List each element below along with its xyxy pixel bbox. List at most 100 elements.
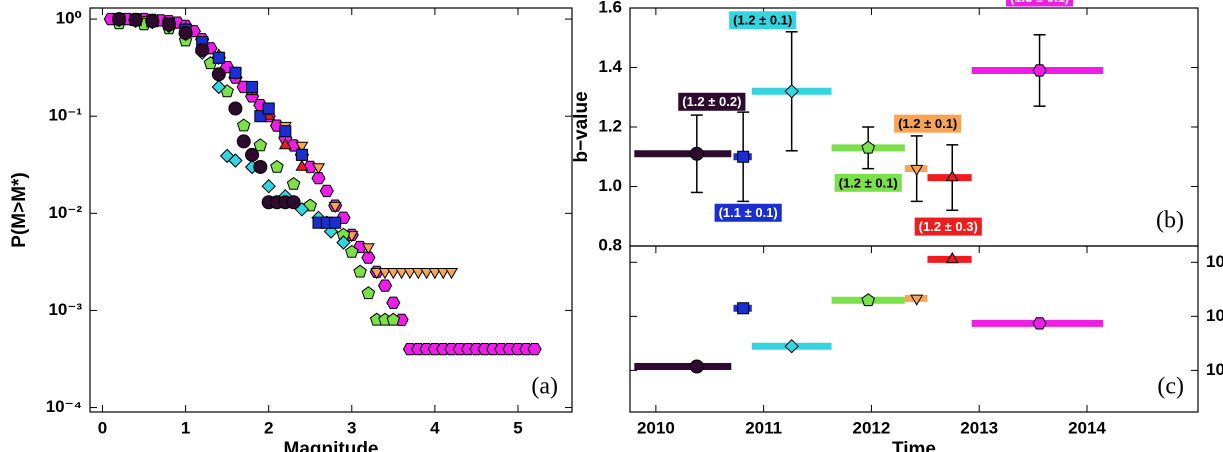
y-tick-label: 10⁻¹ [1206,360,1223,379]
marker [737,302,750,315]
x-tick-label: 4 [430,418,440,437]
marker [386,268,400,280]
y-tick-label: 1.0 [598,176,622,195]
annotation-box [834,173,902,192]
x-tick-label: 1 [181,418,190,437]
panel-label: (b) [1156,208,1184,234]
y-tick-label: 1.2 [598,116,622,135]
marker [228,101,243,116]
x-tick-label: 2012 [853,418,891,437]
marker [253,138,268,152]
marker [689,146,704,161]
marker [286,176,301,190]
marker [328,201,342,214]
y-tick-label: 10⁻¹ [48,106,82,125]
marker [278,137,292,150]
marker [527,343,542,356]
marker [295,148,308,161]
marker [353,264,367,278]
marker [295,141,309,153]
marker [910,294,924,306]
marker [1032,317,1047,330]
marker [361,286,376,300]
marker [378,268,392,280]
marker [345,244,359,258]
y-tick-label: 10¹ [1206,252,1223,271]
marker [261,178,276,194]
marker [245,147,260,162]
marker [128,12,143,27]
marker [1032,64,1047,77]
y-tick-label: 10⁻³ [48,300,82,319]
marker [403,268,417,280]
marker [211,67,226,82]
marker [784,84,799,99]
plot-frame [89,7,573,413]
annotation-box [1005,0,1074,7]
x-tick-label: 2010 [637,418,675,437]
y-tick-label: 1.4 [598,57,622,76]
marker [246,80,259,93]
marker [112,12,127,27]
x-tick-label: 2 [264,418,273,437]
marker [262,102,275,115]
marker [386,312,401,326]
marker [428,268,442,280]
marker [270,159,284,173]
annotation-box [678,92,746,111]
marker [861,293,875,307]
marker [784,338,799,354]
annotation-box [714,203,782,222]
marker [212,51,225,64]
marker [311,172,326,185]
marker [319,184,334,198]
marker [361,251,376,264]
plot-frame [629,245,1199,413]
marker [361,243,375,255]
x-axis-label: Time [892,439,936,452]
y-axis-label: b−value [571,91,592,162]
marker [228,153,243,168]
marker [445,268,458,280]
x-tick-label: 5 [513,418,522,437]
marker [295,159,309,171]
annotation-box [914,217,982,236]
marker [370,268,384,280]
x-tick-label: 2011 [745,418,782,437]
marker [145,14,160,29]
marker [279,125,292,138]
marker [395,268,409,280]
marker [161,17,176,32]
x-tick-label: 3 [347,418,356,437]
marker [237,118,251,132]
marker [910,164,924,177]
annotation: (1.1 ± 0.1) [719,205,778,220]
y-tick-label: 1.6 [598,0,622,16]
y-tick-label: 10⁰ [56,9,82,28]
marker [420,268,434,280]
marker [195,43,210,58]
x-tick-label: 0 [98,418,107,437]
marker [689,359,704,374]
x-tick-label: 2014 [1068,418,1106,437]
marker [945,170,959,182]
panel-label: (c) [1157,374,1184,400]
marker [336,235,351,250]
marker [178,25,193,40]
annotation: (1.3 ± 0.1) [1010,0,1069,5]
y-tick-label: 0.8 [598,235,622,254]
marker [436,268,450,280]
y-tick-label: 10⁰ [1206,306,1223,325]
annotation-box [729,11,797,30]
marker [211,79,227,95]
marker [861,140,875,154]
panel-label: (a) [531,374,558,400]
marker [312,163,326,175]
y-axis-label: P(M>M*) [9,172,30,247]
marker [945,251,959,264]
annotation: (1.2 ± 0.1) [898,116,957,131]
y-tick-label: 10⁻⁴ [46,397,82,416]
marker [229,66,242,79]
x-tick-label: 2013 [960,418,998,437]
